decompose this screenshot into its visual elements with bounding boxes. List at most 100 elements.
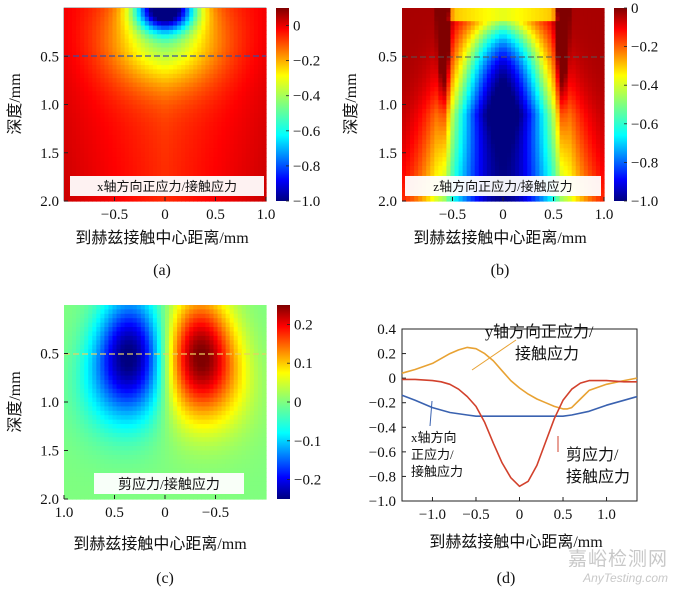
panel-a-heatmap	[64, 8, 267, 202]
panel-d-series-x-normal-stress	[401, 394, 638, 417]
panel-d-label-x-line3: 接触应力	[411, 464, 463, 479]
panel-a-ylabel: 深度/mm	[6, 73, 24, 135]
panel-b-ylabel: 深度/mm	[342, 73, 360, 135]
panel-d-ytick-label: −0.6	[369, 445, 397, 461]
cb-c-label: −0.2	[294, 473, 321, 489]
panel-a-xlabel: 到赫兹接触中心距离/mm	[75, 229, 249, 247]
cb-a-label: −0.8	[293, 159, 320, 175]
ax-a-ytick-label: 2.0	[40, 194, 59, 210]
panel-c-xlabel: 到赫兹接触中心距离/mm	[73, 535, 247, 553]
panel-c-colorbar-ticks: 0.2 0.1 0 −0.1 −0.2	[287, 317, 321, 489]
ax-c-ytick-label: 0.5	[40, 347, 59, 363]
cb-a-label: 0	[293, 19, 301, 35]
panel-c-heatmap	[64, 305, 267, 500]
panel-d-xtick-label: 0	[516, 507, 524, 523]
panel-d-xtick-label: 0.5	[554, 507, 573, 523]
panel-d-ytick-label: −0.8	[369, 469, 396, 485]
cb-a-label: −1.0	[293, 194, 320, 210]
ax-c-xtick-label: −0.5	[202, 505, 229, 521]
panel-d-ytick-label: 0.2	[377, 347, 396, 363]
ax-b-ytick-label: 1.0	[378, 98, 397, 114]
panel-d-label-shear-line2: 接触应力	[566, 467, 630, 486]
ax-b-xtick-label: 0.5	[544, 207, 563, 223]
ax-c-xtick-label: 1.0	[55, 505, 74, 521]
panel-d-series	[401, 346, 638, 488]
panel-d-ytick-label: −1.0	[369, 494, 396, 510]
cb-a-label: −0.6	[293, 124, 321, 140]
ax-a-xtick-label: 0	[161, 207, 169, 223]
panel-a-caption: (a)	[153, 262, 171, 279]
panel-b-axes: −0.5 0 0.5 1.0 0.5 1.0 1.5 2.0	[378, 49, 613, 223]
panel-c-annotation-box	[94, 473, 244, 494]
panel-c-colorbar	[277, 305, 290, 499]
ax-b-xtick-label: −0.5	[439, 207, 466, 223]
panel-d-label-x-line2: 正应力/	[411, 447, 454, 462]
watermark-title: 嘉峪检测网	[567, 548, 668, 570]
cb-a-label: −0.4	[293, 89, 321, 105]
ax-c-ytick-label: 2.0	[40, 492, 59, 508]
ax-b-xtick-label: 1.0	[595, 207, 614, 223]
ax-a-ytick-label: 1.0	[40, 98, 59, 114]
panel-d-ytick-label: −0.2	[369, 396, 396, 412]
cb-c-label: 0	[294, 395, 302, 411]
ax-b-ytick-label: 0.5	[378, 49, 397, 65]
cb-b-label: −0.6	[631, 117, 659, 133]
cb-c-label: 0.2	[294, 317, 313, 333]
ax-a-xtick-label: −0.5	[101, 207, 128, 223]
panel-a-colorbar-ticks: 0 −0.2 −0.4 −0.6 −0.8 −1.0	[286, 19, 321, 210]
panel-d-series-shear-stress	[402, 378, 637, 488]
ax-b-ytick-label: 2.0	[378, 194, 397, 210]
cb-c-label: −0.1	[294, 434, 321, 450]
panel-c: 剪应力/接触应力 1.0 0.5 0 −0.50.51.01.52.0 0.20.10…	[6, 305, 321, 587]
cb-b-label: −0.8	[631, 155, 658, 171]
panel-d-xlabel: 到赫兹接触中心距离/mm	[429, 533, 603, 551]
panel-d-axes: 0.4 0.2 0 −0.2 −0.4 −0.6 −0.8 −1.0 −1.0 −0.5 0 0.5 1…	[369, 322, 616, 523]
panel-a-annotation: x轴方向正应力/接触应力	[97, 179, 237, 194]
panel-b-colorbar	[614, 8, 627, 201]
cb-b-label: −1.0	[631, 194, 658, 210]
panel-a-annotation-box	[70, 176, 264, 196]
panel-d-ytick-label: 0.4	[377, 322, 396, 338]
panel-d-label-shear-line1: 剪应力/	[566, 445, 619, 464]
panel-b-heatmap	[402, 8, 605, 202]
panel-d-xtick-label: 1.0	[597, 507, 616, 523]
panel-d-xtick-label: −0.5	[462, 507, 489, 523]
watermark: 嘉峪检测网 AnyTesting.com	[568, 544, 668, 585]
ax-c-xtick-label: 0.5	[105, 505, 124, 521]
panel-d-ytick-label: 0	[389, 371, 397, 387]
ax-c-xtick-label: 0	[161, 505, 169, 521]
panel-d-label-y-line2: 接触应力	[515, 344, 579, 363]
cb-b-label: −0.2	[631, 40, 658, 56]
panel-b: z轴方向正应力/接触应力 −0.5 0 0.5 1.00.51.01.52.0 0−0…	[342, 1, 659, 279]
cb-a-label: −0.2	[293, 54, 320, 70]
panel-b-annotation: z轴方向正应力/接触应力	[433, 179, 572, 194]
panel-a-colorbar	[276, 8, 289, 201]
panel-c-annotation: 剪应力/接触应力	[118, 476, 220, 493]
ax-b-xtick-label: 0	[499, 207, 507, 223]
panel-c-ylabel: 深度/mm	[6, 371, 24, 433]
panel-d: 0.4 0.2 0 −0.2 −0.4 −0.6 −0.8 −1.0 −1.0 −0.5 0 0.5 1…	[369, 322, 638, 587]
cb-b-label: 0	[631, 1, 639, 17]
panel-d-label-y-line1: y轴方向正应力/	[485, 322, 594, 341]
panel-c-axes: 1.0 0.5 0 −0.5 0.5 1.0 1.5 2.0	[40, 347, 229, 522]
cb-b-label: −0.4	[631, 78, 659, 94]
panel-b-annotation-box	[405, 176, 601, 196]
panel-b-caption: (b)	[491, 262, 510, 279]
panel-d-leaders	[429, 339, 559, 452]
panel-b-colorbar-ticks: 0 −0.2 −0.4 −0.6 −0.8 −1.0	[624, 1, 659, 210]
panel-d-caption: (d)	[497, 570, 516, 587]
ax-c-ytick-label: 1.5	[40, 444, 59, 460]
panel-d-xtick-label: −1.0	[419, 507, 446, 523]
cb-c-label: 0.1	[294, 356, 313, 372]
panel-d-series-y-normal-stress	[401, 346, 638, 410]
panel-c-caption: (c)	[156, 570, 174, 587]
watermark-url: AnyTesting.com	[583, 571, 668, 585]
panel-a: x轴方向正应力/接触应力 −0.5 0 0.5 1.00.51.01.52.0 0−0…	[6, 7, 321, 279]
panel-a-axes: −0.5 0 0.5 1.0 0.5 1.0 1.5 2.0	[40, 49, 275, 223]
ax-a-ytick-label: 0.5	[40, 49, 59, 65]
panel-b-xlabel: 到赫兹接触中心距离/mm	[413, 229, 587, 247]
ax-b-ytick-label: 1.5	[378, 146, 397, 162]
ax-c-ytick-label: 1.0	[40, 395, 59, 411]
panel-d-label-x-line1: x轴方向	[411, 430, 457, 445]
